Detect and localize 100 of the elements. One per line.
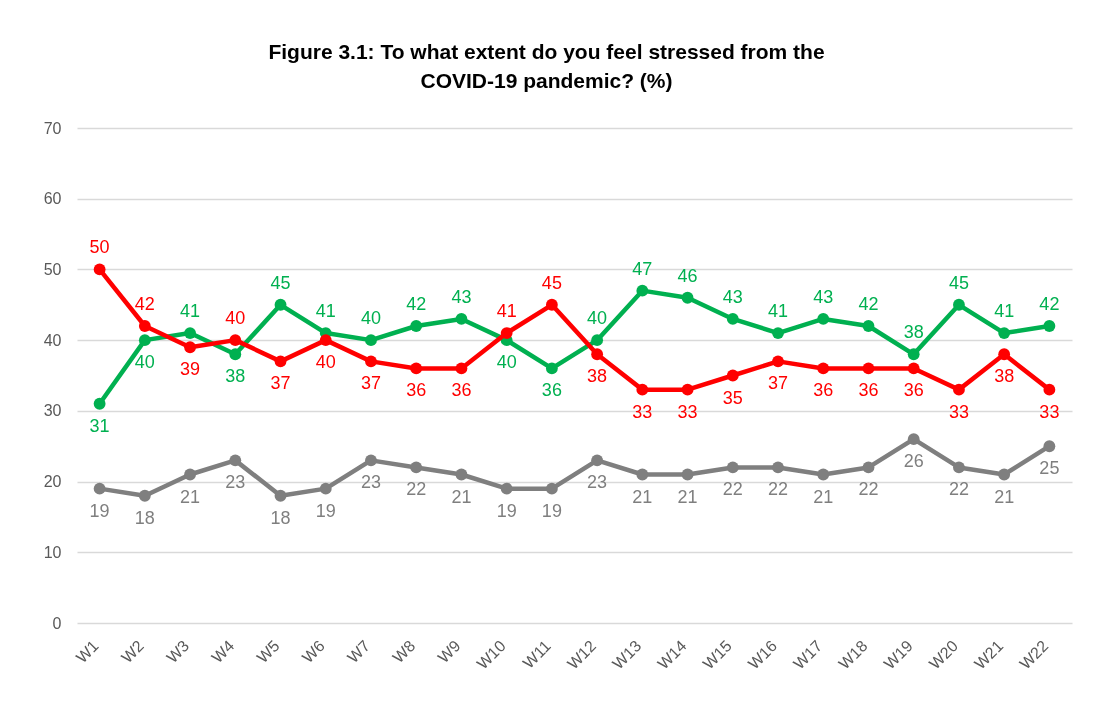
x-tick-label: W3	[163, 637, 193, 667]
data-label: 37	[270, 373, 291, 394]
y-tick-label: 20	[43, 473, 62, 491]
data-label: 36	[541, 380, 562, 401]
x-tick-label: W22	[1016, 637, 1052, 673]
point	[726, 461, 739, 474]
y-tick-label: 30	[43, 402, 62, 420]
x-tick-label: W7	[344, 637, 374, 667]
data-label: 40	[360, 308, 381, 329]
data-label: 45	[270, 272, 291, 293]
data-label: 41	[496, 301, 517, 322]
point	[636, 383, 649, 396]
data-label: 45	[948, 272, 969, 293]
data-label: 43	[451, 286, 472, 307]
data-label: 19	[89, 500, 110, 521]
data-label: 37	[360, 373, 381, 394]
point	[500, 482, 513, 495]
point	[772, 355, 784, 368]
point	[184, 468, 196, 481]
point	[817, 468, 830, 481]
point	[591, 454, 604, 467]
data-label: 21	[813, 486, 834, 507]
point	[138, 489, 151, 502]
point	[455, 468, 468, 481]
point	[365, 454, 377, 467]
point	[636, 284, 649, 297]
point	[545, 482, 558, 495]
data-label: 39	[180, 359, 201, 380]
data-label: 21	[632, 486, 653, 507]
data-label: 19	[496, 500, 517, 521]
x-tick-label: W21	[971, 637, 1007, 673]
point	[545, 298, 558, 311]
data-label: 43	[722, 286, 743, 307]
point	[455, 362, 468, 375]
point	[93, 263, 106, 276]
data-label: 40	[587, 308, 608, 329]
point	[681, 468, 694, 481]
point	[319, 482, 332, 495]
point	[681, 383, 694, 396]
data-label: 46	[677, 265, 698, 286]
point	[681, 291, 694, 304]
point	[410, 362, 423, 375]
x-tick-label: W9	[434, 637, 464, 667]
point	[319, 334, 332, 347]
data-label: 42	[1039, 294, 1060, 314]
data-label: 38	[225, 366, 246, 387]
x-tick-label: W5	[253, 637, 283, 667]
data-label: 21	[994, 486, 1015, 507]
point	[998, 348, 1011, 361]
data-label: 36	[451, 380, 472, 401]
point	[817, 362, 830, 375]
x-tick-label: W2	[118, 637, 148, 667]
data-label: 21	[451, 486, 472, 507]
data-label: 41	[994, 301, 1015, 322]
point	[184, 327, 196, 339]
x-tick-label: W10	[473, 637, 509, 673]
point	[862, 362, 875, 375]
data-label: 33	[632, 401, 653, 422]
y-tick-label: 0	[52, 614, 62, 632]
data-label: 42	[406, 294, 427, 314]
data-label: 36	[813, 380, 834, 401]
point	[410, 461, 423, 474]
point	[907, 433, 920, 446]
x-tick-label: W16	[744, 637, 781, 673]
y-tick-label: 70	[43, 119, 62, 137]
data-label: 33	[948, 401, 969, 422]
data-label: 33	[677, 401, 698, 422]
point	[184, 341, 196, 354]
point	[907, 348, 920, 361]
data-label: 40	[315, 352, 336, 373]
point	[500, 327, 513, 339]
point	[862, 461, 875, 474]
data-label: 50	[89, 237, 110, 258]
data-label: 23	[225, 472, 246, 493]
data-label: 43	[813, 286, 834, 307]
point	[772, 461, 784, 474]
point	[998, 327, 1011, 339]
data-label: 41	[768, 301, 789, 322]
data-label: 36	[903, 380, 924, 401]
data-label: 22	[768, 479, 789, 500]
data-label: 19	[541, 500, 562, 521]
x-tick-label: W12	[563, 637, 600, 673]
data-label: 38	[903, 322, 924, 343]
point	[229, 454, 242, 467]
point	[545, 362, 558, 375]
point	[636, 468, 649, 481]
point	[726, 369, 739, 382]
data-label: 38	[587, 366, 608, 387]
point	[953, 298, 965, 311]
data-label: 19	[315, 500, 336, 521]
y-tick-label: 50	[43, 260, 62, 278]
point	[907, 362, 920, 375]
point	[772, 327, 784, 339]
y-tick-label: 10	[43, 543, 62, 561]
y-tick-label: 60	[43, 190, 62, 208]
data-label: 41	[180, 301, 201, 322]
x-tick-label: W19	[880, 637, 916, 673]
data-label: 22	[858, 479, 879, 500]
point	[1043, 320, 1056, 332]
point	[93, 397, 106, 410]
